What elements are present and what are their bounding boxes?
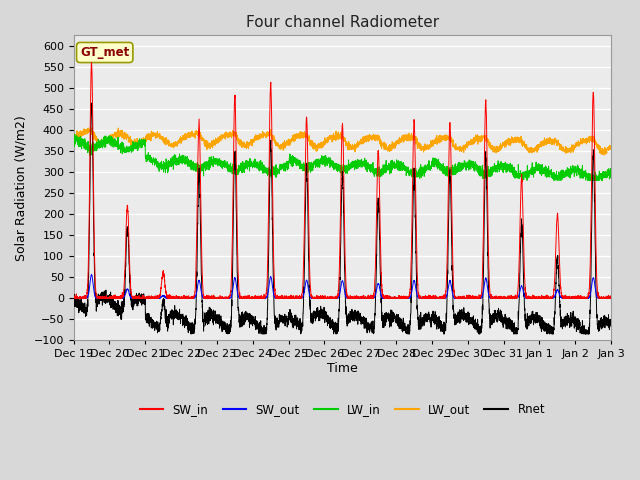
Title: Four channel Radiometer: Four channel Radiometer (246, 15, 439, 30)
Text: GT_met: GT_met (80, 46, 129, 59)
Y-axis label: Solar Radiation (W/m2): Solar Radiation (W/m2) (15, 115, 28, 261)
X-axis label: Time: Time (327, 362, 358, 375)
Legend: SW_in, SW_out, LW_in, LW_out, Rnet: SW_in, SW_out, LW_in, LW_out, Rnet (135, 398, 550, 420)
